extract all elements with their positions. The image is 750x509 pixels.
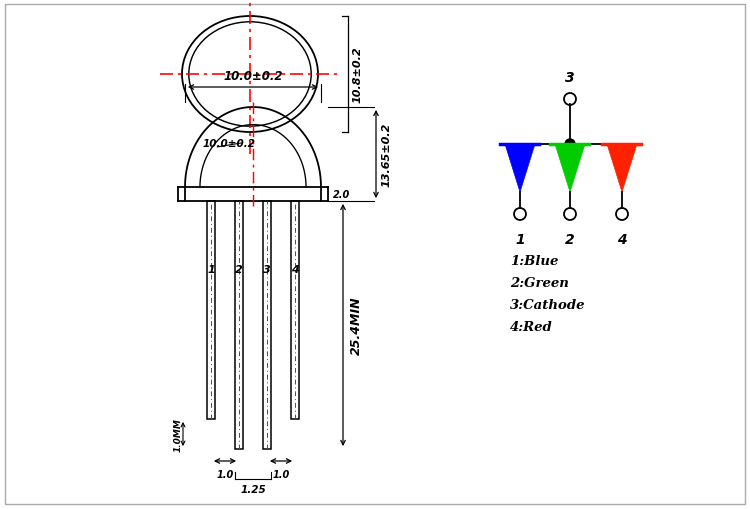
Text: 1: 1 — [515, 233, 525, 246]
Text: 3: 3 — [263, 265, 271, 274]
Polygon shape — [555, 145, 585, 192]
Text: 10.0±0.2: 10.0±0.2 — [203, 139, 256, 149]
Text: 1.0MM: 1.0MM — [173, 417, 182, 451]
Text: 2:Green: 2:Green — [510, 276, 568, 290]
Text: 2.0: 2.0 — [333, 190, 350, 200]
Text: 3: 3 — [566, 71, 574, 85]
Text: 3:Cathode: 3:Cathode — [510, 298, 586, 312]
Text: 2: 2 — [236, 265, 243, 274]
Text: 1.0: 1.0 — [272, 469, 290, 479]
Text: 10.0±0.2: 10.0±0.2 — [224, 70, 283, 83]
Polygon shape — [607, 145, 637, 192]
Text: 13.65±0.2: 13.65±0.2 — [382, 123, 392, 187]
Circle shape — [565, 140, 575, 150]
Text: 2: 2 — [566, 233, 574, 246]
Text: 4:Red: 4:Red — [510, 320, 553, 333]
Text: 1.25: 1.25 — [240, 484, 266, 494]
Text: 4: 4 — [291, 265, 298, 274]
Bar — [291, 202, 299, 419]
Bar — [207, 202, 215, 419]
Bar — [263, 202, 271, 449]
Text: 25.4MIN: 25.4MIN — [350, 296, 363, 355]
Text: 10.8±0.2: 10.8±0.2 — [353, 47, 363, 103]
Text: 1.0: 1.0 — [217, 469, 234, 479]
Polygon shape — [505, 145, 535, 192]
Text: 1: 1 — [207, 265, 215, 274]
Text: 4: 4 — [617, 233, 627, 246]
Text: 1:Blue: 1:Blue — [510, 254, 558, 267]
Bar — [235, 202, 243, 449]
